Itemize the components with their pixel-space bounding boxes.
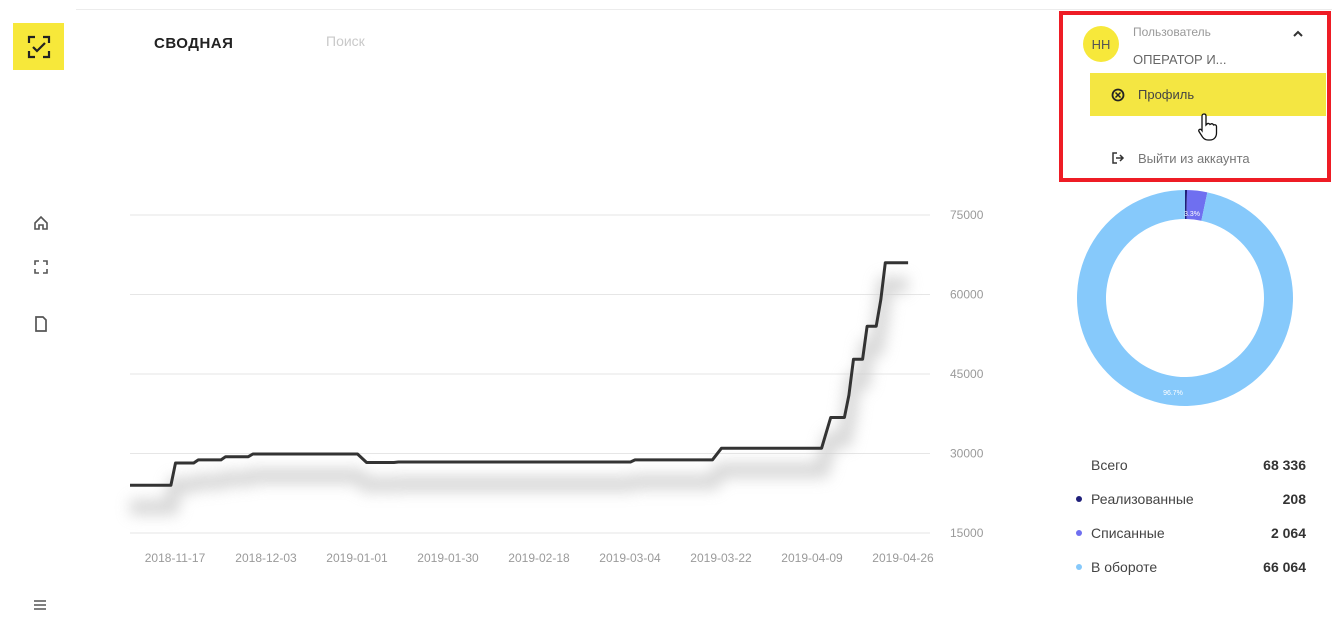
y-tick-label: 45000 (950, 367, 984, 381)
scan-icon[interactable] (31, 257, 51, 277)
donut-chart: 3.3% 96.7% (1077, 190, 1293, 406)
y-tick-label: 30000 (950, 447, 984, 461)
scan-frame-icon (27, 35, 50, 58)
donut-label-bottom: 96.7% (1163, 390, 1183, 397)
profile-circle-icon (1110, 87, 1126, 103)
x-tick-label: 2018-12-03 (235, 551, 297, 565)
y-tick-label: 75000 (950, 208, 984, 222)
series-line (130, 261, 909, 487)
legend-total-value: 68 336 (1263, 457, 1306, 473)
menu-item-profile[interactable]: Профиль (1090, 73, 1326, 116)
donut-slice (1186, 190, 1208, 221)
x-tick-label: 2019-04-09 (781, 551, 843, 565)
legend-item: В обороте 66 064 (1076, 550, 1306, 584)
y-tick-label: 15000 (950, 526, 984, 540)
legend-label: Реализованные (1091, 491, 1194, 507)
legend-dot (1076, 564, 1082, 570)
legend-label: Списанные (1091, 525, 1165, 541)
line-chart: 2018-11-17 2018-12-03 2019-01-01 2019-01-30… (130, 208, 984, 565)
donut-slice (1077, 190, 1293, 406)
hand-cursor-icon (1197, 112, 1221, 147)
page-title[interactable]: СВОДНАЯ (154, 35, 234, 52)
user-name[interactable]: ОПЕРАТОР И... (1133, 52, 1227, 67)
x-tick-label: 2019-04-26 (872, 551, 934, 565)
donut-legend: Всего 68 336 Реализованные 208 Списанные… (1076, 448, 1306, 584)
avatar[interactable]: НН (1083, 26, 1119, 62)
document-icon[interactable] (31, 314, 51, 334)
legend-label: В обороте (1091, 559, 1158, 575)
x-tick-label: 2019-03-04 (599, 551, 661, 565)
x-tick-label: 2019-03-22 (690, 551, 752, 565)
menu-item-label: Профиль (1138, 87, 1195, 102)
x-tick-label: 2018-11-17 (145, 551, 206, 565)
legend-dot (1076, 530, 1082, 536)
x-tick-label: 2019-01-30 (417, 551, 479, 565)
user-caption: Пользователь (1133, 25, 1211, 39)
x-tick-label: 2019-01-01 (326, 551, 388, 565)
menu-icon[interactable] (33, 598, 47, 616)
legend-value: 2 064 (1270, 525, 1306, 541)
legend-value: 208 (1282, 491, 1306, 507)
legend-total-row: Всего 68 336 (1076, 448, 1306, 482)
search-input[interactable]: Поиск (326, 33, 365, 49)
chevron-up-icon[interactable] (1292, 26, 1304, 42)
y-tick-label: 60000 (950, 288, 984, 302)
donut-label-top: 3.3% (1184, 211, 1200, 218)
x-tick-label: 2019-02-18 (508, 551, 570, 565)
highlight-frame (1059, 11, 1331, 182)
legend-value: 66 064 (1263, 559, 1306, 575)
legend-total-label: Всего (1091, 457, 1128, 473)
series-line-shadow (130, 276, 909, 516)
legend-item: Реализованные 208 (1076, 482, 1306, 516)
logout-icon (1110, 150, 1126, 166)
home-icon[interactable] (31, 213, 51, 233)
top-divider (76, 9, 1332, 10)
logo-button[interactable] (13, 23, 64, 70)
menu-item-label: Выйти из аккаунта (1138, 150, 1250, 166)
legend-dot (1076, 496, 1082, 502)
donut-slice (1185, 190, 1188, 220)
legend-item: Списанные 2 064 (1076, 516, 1306, 550)
